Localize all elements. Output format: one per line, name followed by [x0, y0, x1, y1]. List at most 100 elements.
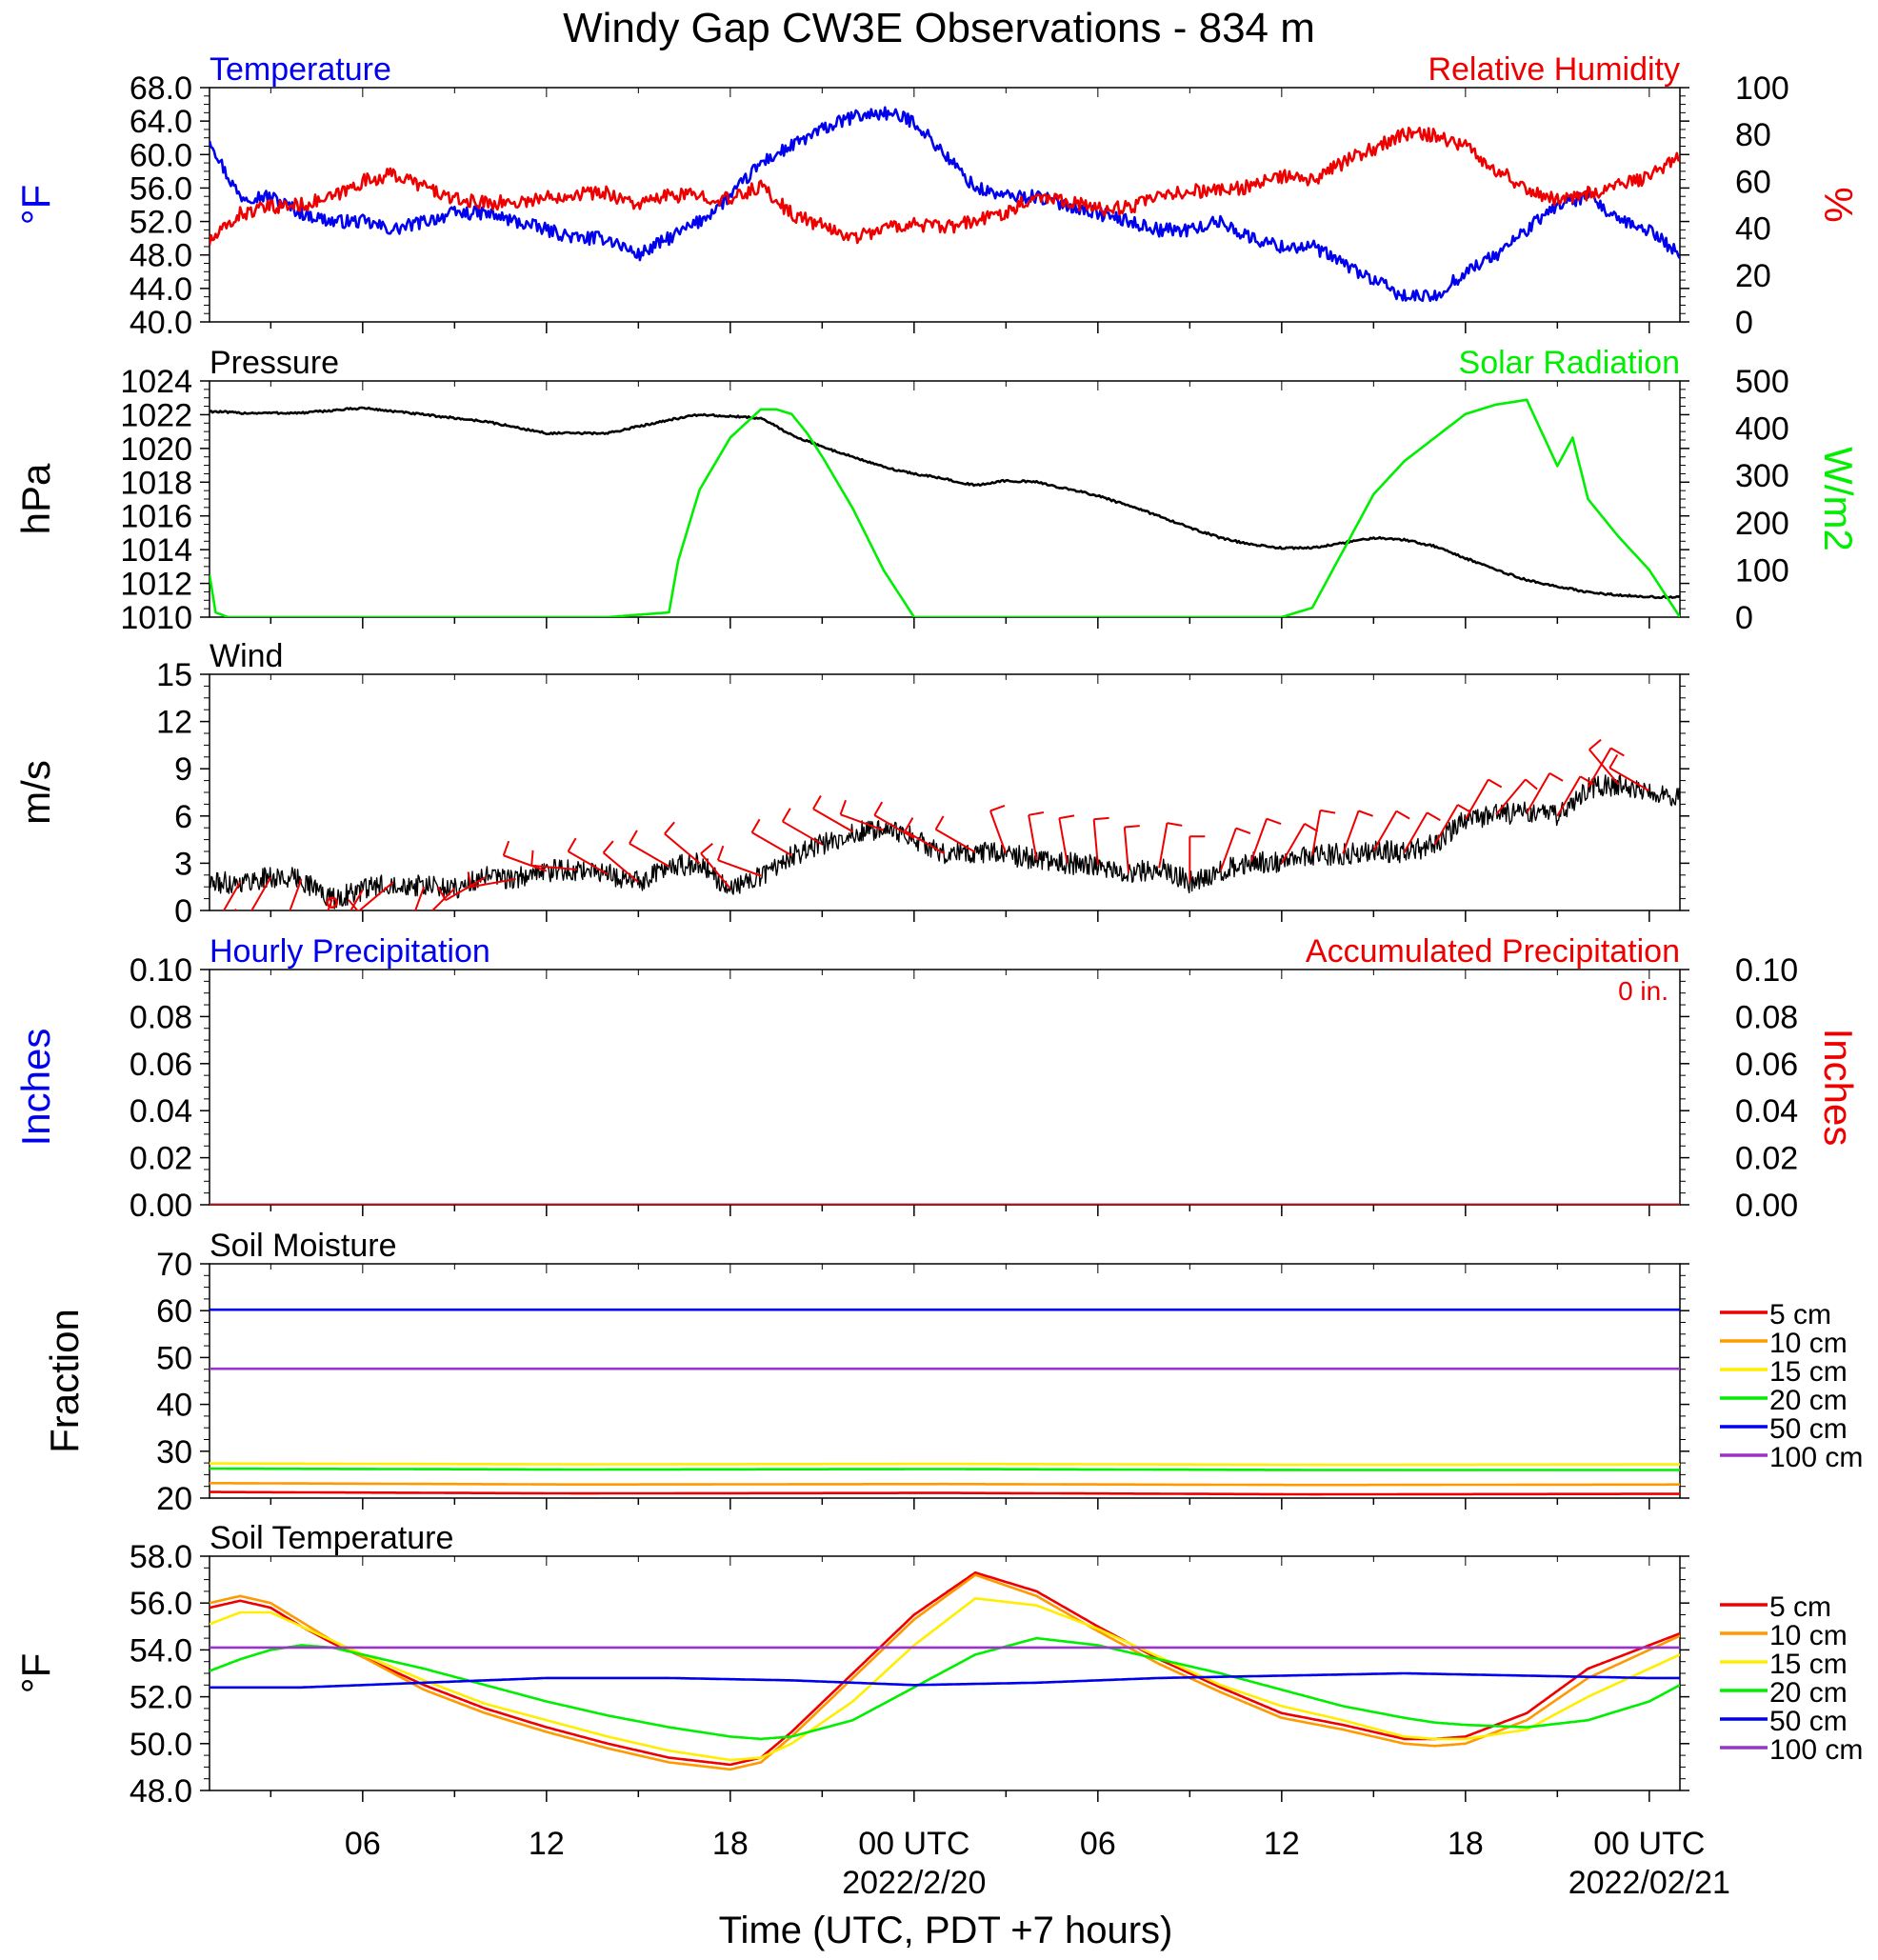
y-tick-label: 0.06	[130, 1047, 192, 1083]
wind-barb	[1372, 810, 1398, 851]
y-right-tick-label: 100	[1735, 70, 1789, 107]
legend-label: 50 cm	[1769, 1706, 1848, 1737]
y-right-tick-label: 400	[1735, 411, 1789, 448]
wind-barb	[1311, 810, 1322, 856]
y-tick-label: 1012	[120, 567, 192, 603]
series-line-15-cm	[210, 1597, 1680, 1762]
wind-barb	[1219, 828, 1237, 872]
y-tick-label: 56.0	[130, 1586, 192, 1622]
x-tick-label: 18	[712, 1826, 749, 1862]
calm-wind-marker	[326, 896, 338, 909]
wind-barb-flag	[629, 830, 638, 845]
panel-right-label: Solar Radiation	[1459, 345, 1680, 381]
panel-soil_temperature: 58.0 56.0 54.0 52.0 50.0 48.0 Soil Temperature…	[13, 1520, 1863, 1810]
wind-barb-flag	[437, 886, 447, 901]
wind-barb	[904, 830, 946, 855]
series-group	[210, 1308, 1680, 1496]
y-right-tick-label: 20	[1735, 258, 1771, 294]
wind-barb-flag	[394, 925, 409, 930]
wind-barb	[700, 852, 731, 890]
y-tick-label: 20	[156, 1481, 192, 1517]
wind-barb	[1342, 810, 1360, 854]
y-tick-label: 70	[156, 1247, 192, 1283]
y-tick-label: 1010	[120, 600, 192, 636]
y-right-unit: Inches	[1816, 1029, 1861, 1147]
wind-barb-flag	[1457, 804, 1472, 813]
series-line-20-cm	[210, 1636, 1680, 1741]
y-left-unit: Inches	[13, 1029, 58, 1147]
wind-barb-flag	[1304, 822, 1319, 832]
y-tick-label: 0.08	[130, 999, 192, 1035]
y-left-unit: °F	[13, 1653, 58, 1693]
x-date-label: 2022/2/20	[842, 1865, 986, 1901]
series-group	[204, 738, 1680, 930]
wind-barb-flag	[327, 922, 340, 930]
wind-barb-flag	[812, 794, 822, 810]
series-group	[210, 106, 1680, 303]
series-line-pressure	[210, 406, 1680, 600]
wind-barb-flag	[530, 850, 534, 866]
y-tick-label: 0.00	[130, 1188, 192, 1224]
y-tick-label: 3	[174, 846, 192, 882]
y-right-tick-label: 40	[1735, 211, 1771, 248]
y-right-unit: W/m2	[1816, 447, 1861, 551]
wind-barb	[629, 842, 670, 868]
plot-frame	[209, 969, 1681, 1206]
y-tick-label: 44.0	[130, 271, 192, 308]
wind-barb	[357, 881, 394, 910]
series-line-5-cm	[210, 1490, 1680, 1496]
plot-frame	[209, 87, 1681, 323]
wind-barb-flag	[873, 801, 884, 816]
panel-wind: 15 12 9 6 3 0 Wind m/s	[13, 638, 1689, 930]
y-right-tick-label: 0.02	[1735, 1141, 1798, 1177]
y-tick-label: 50	[156, 1340, 192, 1376]
wind-barb-flag	[271, 917, 286, 922]
panel-soil_moisture: 70 60 50 40 30 20 Soil Moisture Fraction 5 cm10 …	[42, 1228, 1863, 1517]
series-line-relative-humidity	[210, 127, 1680, 246]
y-tick-label: 52.0	[130, 1680, 192, 1716]
series-line-50-cm	[210, 1671, 1680, 1690]
wind-barb-flag	[410, 909, 414, 910]
legend-label: 15 cm	[1769, 1356, 1848, 1388]
x-tick-label: 12	[1264, 1826, 1300, 1862]
wind-barb-flag	[1358, 810, 1373, 817]
x-tick-label: 06	[1080, 1826, 1116, 1862]
panel-precipitation: 0.10 0.08 0.06 0.04 0.02 0.00 0.10 0.08 0.06 0.04…	[13, 933, 1861, 1224]
wind-barb-flag	[1427, 811, 1441, 822]
y-right-tick-label: 500	[1735, 364, 1789, 400]
y-right-tick-label: 0.00	[1735, 1188, 1798, 1224]
legend-label: 5 cm	[1769, 1299, 1831, 1330]
wind-barb	[1608, 767, 1650, 792]
wind-barb	[250, 876, 272, 910]
panel-left-label: Temperature	[210, 51, 391, 88]
series-line-solar-radiation	[210, 398, 1680, 617]
wind-barb	[840, 813, 885, 831]
wind-barb	[445, 876, 487, 902]
series-line-10-cm	[210, 1482, 1680, 1487]
wind-barb	[1123, 827, 1129, 873]
series-line-5-cm	[210, 1570, 1680, 1767]
wind-barb-flag	[567, 837, 577, 852]
wind-barb-flag	[204, 914, 217, 922]
wind-barb-flag	[348, 899, 359, 910]
wind-barb-flag	[664, 821, 675, 835]
x-tick-label: 06	[345, 1826, 381, 1862]
wind-barb	[873, 814, 915, 839]
wind-barb	[430, 888, 456, 910]
wind-barb	[1526, 772, 1551, 813]
legend-label: 20 cm	[1769, 1677, 1848, 1709]
y-tick-label: 1024	[120, 364, 192, 400]
wind-barb-flag	[989, 804, 1006, 812]
wind-barb	[602, 851, 639, 884]
x-tick-label: 00 UTC	[858, 1826, 969, 1862]
panel-right-label: Accumulated Precipitation	[1306, 933, 1680, 970]
y-tick-label: 52.0	[130, 205, 192, 241]
panel-left-label: Soil Temperature	[210, 1520, 453, 1556]
y-tick-label: 60.0	[130, 137, 192, 173]
wind-barb-flag	[1588, 738, 1602, 750]
y-right-tick-label: 0.04	[1735, 1093, 1798, 1130]
y-tick-label: 9	[174, 751, 192, 788]
wind-barb	[1495, 778, 1527, 815]
y-left-unit: °F	[13, 185, 58, 225]
series-group	[210, 1570, 1680, 1771]
